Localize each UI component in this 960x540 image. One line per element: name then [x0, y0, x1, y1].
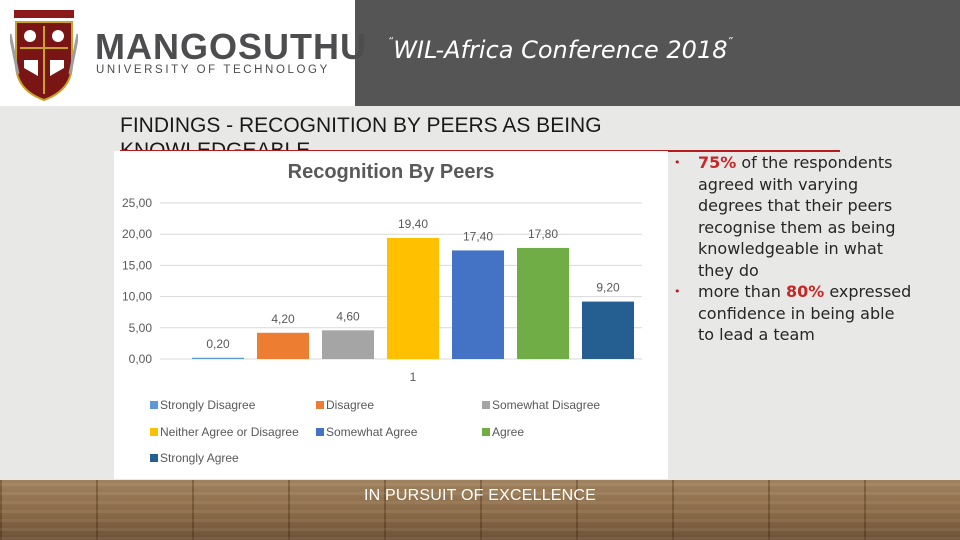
legend-swatch: [150, 454, 158, 462]
y-tick-label: 10,00: [122, 290, 152, 304]
data-label: 4,20: [271, 312, 295, 326]
data-label: 9,20: [596, 281, 620, 295]
conference-title: “WIL-Africa Conference 2018”: [388, 36, 733, 64]
bar-disagree: [257, 332, 309, 359]
legend-swatch: [150, 401, 158, 409]
legend-label: Strongly Agree: [160, 451, 239, 465]
x-category-label: 1: [410, 370, 417, 384]
legend-swatch: [316, 428, 324, 436]
bar-somewhat-disagree: [322, 330, 374, 359]
bullet-text: expressed confidence in being able to le…: [698, 282, 912, 344]
bullet-item: • 75% of the respondents agreed with vary…: [674, 152, 914, 281]
bullet-prefix: more than: [698, 282, 786, 301]
data-label: 0,20: [206, 337, 230, 351]
bullet-item: • more than 80% expressed confidence in b…: [674, 281, 914, 346]
legend-label: Somewhat Agree: [326, 425, 418, 439]
bar-neither-agree-or-disagree: [387, 237, 439, 359]
legend-swatch: [482, 428, 490, 436]
bullet-highlight: 75%: [698, 153, 737, 172]
chart-panel: Recognition By Peers 0,00 5,00 10,00 15,00 20…: [114, 151, 668, 479]
data-label: 4,60: [336, 309, 360, 323]
bullet-dot-icon: •: [674, 156, 681, 169]
y-tick-label: 25,00: [122, 196, 152, 210]
bar-strongly-agree: [582, 301, 634, 359]
bullet-text: of the respondents agreed with varying d…: [698, 153, 896, 280]
legend-label: Strongly Disagree: [160, 398, 256, 412]
bullet-dot-icon: •: [674, 285, 681, 298]
brand-name: MANGOSUTHU: [95, 26, 367, 67]
bullet-highlight: 80%: [785, 282, 825, 301]
y-tick-label: 20,00: [122, 227, 152, 241]
legend-swatch: [316, 401, 324, 409]
header-band: MANGOSUTHU UNIVERSITY OF TECHNOLOGY “WIL…: [0, 0, 960, 106]
data-label: 19,40: [398, 217, 428, 231]
y-tick-label: 0,00: [129, 352, 153, 366]
legend-swatch: [482, 401, 490, 409]
legend-label: Disagree: [326, 398, 374, 412]
chart-title: Recognition By Peers: [288, 161, 495, 183]
section-heading: FINDINGS - RECOGNITION BY PEERS AS BEING…: [120, 114, 602, 151]
data-label: 17,40: [463, 229, 493, 243]
findings-bullets: • 75% of the respondents agreed with vary…: [674, 152, 914, 346]
footer-slogan-text: IN PURSUIT OF EXCELLENCE: [363, 487, 597, 504]
footer-slogan: IN PURSUIT OF EXCELLENCE: [0, 487, 960, 505]
bar-chart: Recognition By Peers 0,00 5,00 10,00 15,00 20…: [122, 161, 642, 465]
wooden-floor: [0, 480, 960, 540]
quote-close: ”: [727, 36, 733, 47]
y-tick-label: 5,00: [129, 321, 153, 335]
legend-label: Neither Agree or Disagree: [160, 425, 299, 439]
legend-label: Somewhat Disagree: [492, 398, 600, 412]
quote-open: “: [388, 36, 394, 47]
conference-title-text: WIL-Africa Conference 2018: [393, 36, 728, 64]
legend-swatch: [150, 428, 158, 436]
bar-somewhat-agree: [452, 250, 504, 359]
legend-label: Agree: [492, 425, 524, 439]
bar-agree: [517, 247, 569, 359]
data-label: 17,80: [528, 227, 558, 241]
university-crest-icon: [10, 10, 78, 102]
y-tick-label: 15,00: [122, 258, 152, 272]
bar-strongly-disagree: [192, 357, 244, 359]
university-logo: MANGOSUTHU UNIVERSITY OF TECHNOLOGY: [0, 0, 366, 106]
brand-subtitle: UNIVERSITY OF TECHNOLOGY: [96, 64, 330, 76]
